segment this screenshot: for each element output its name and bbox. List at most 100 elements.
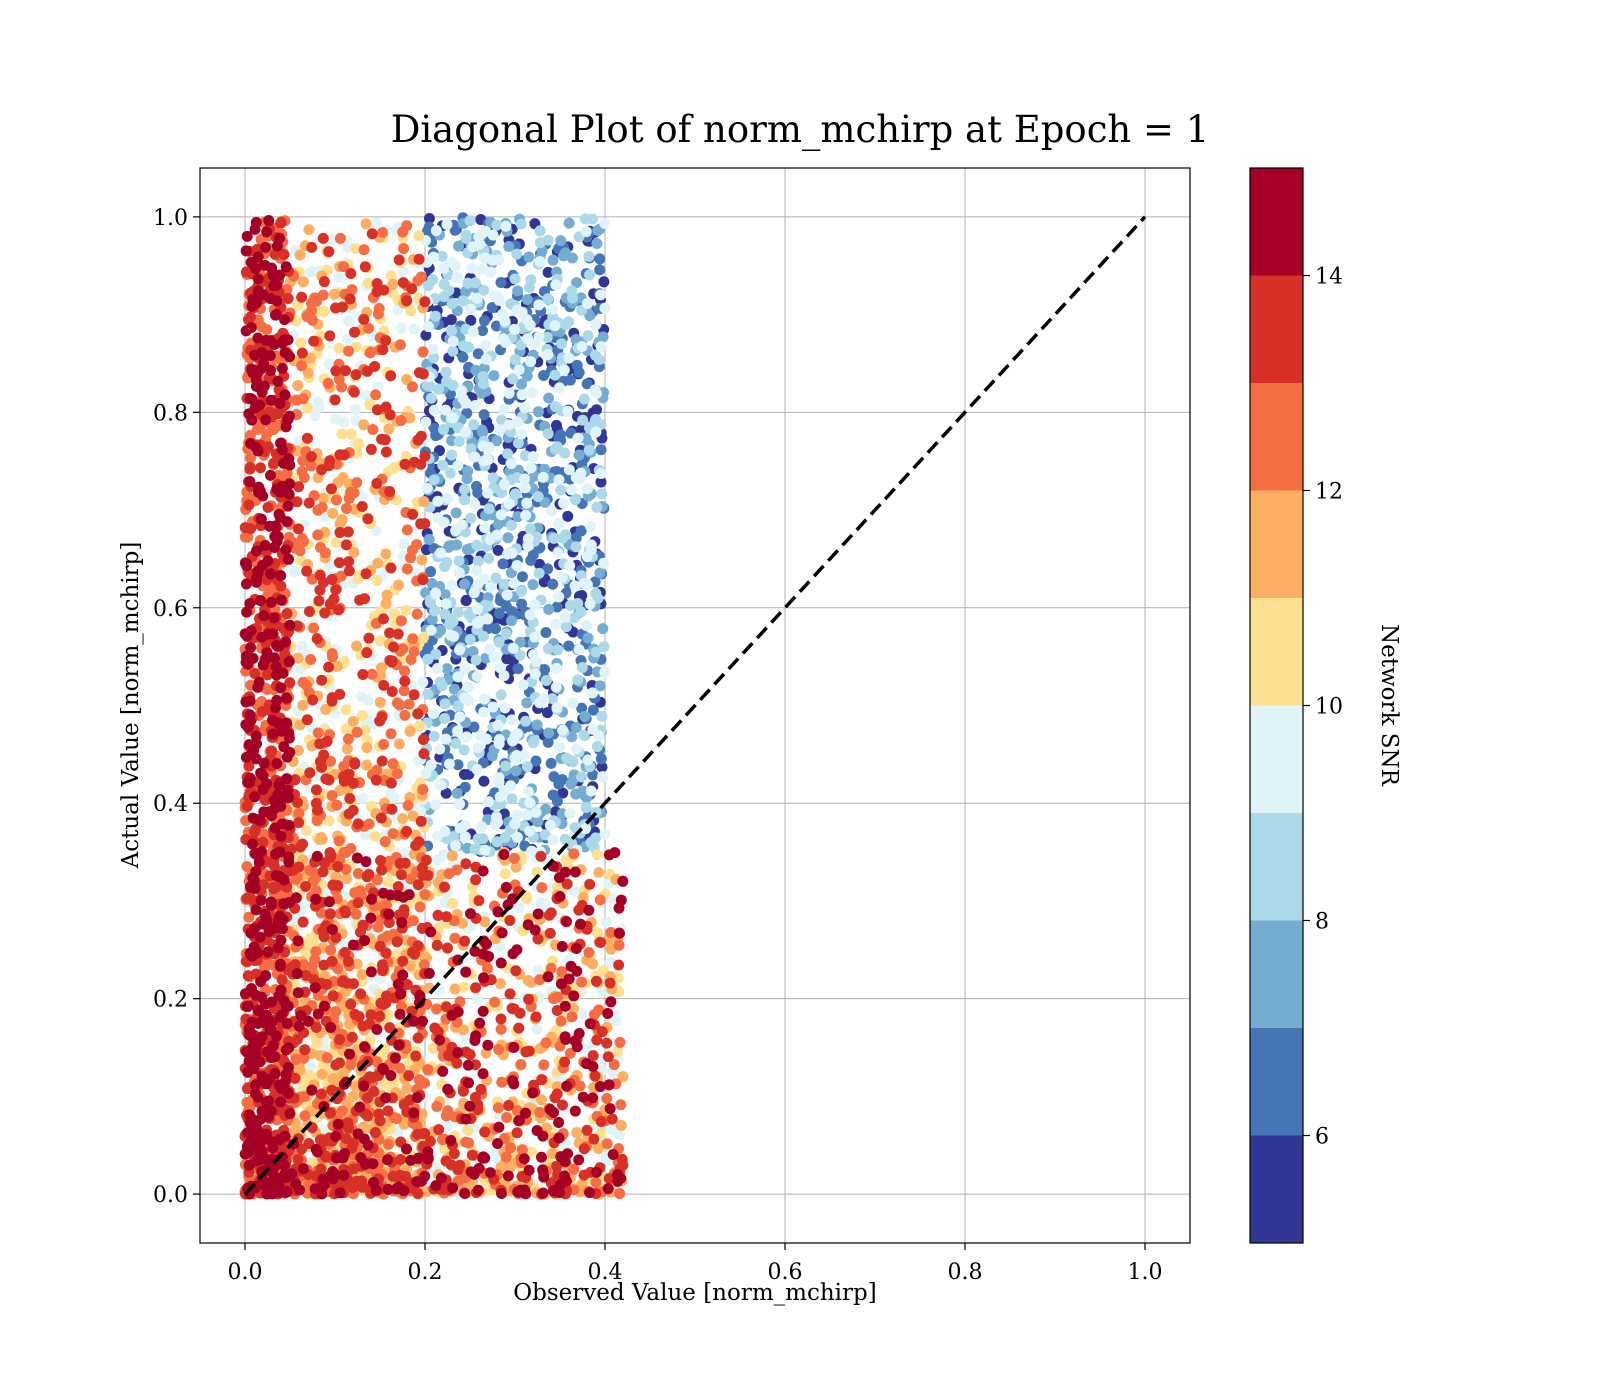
scatter-point <box>616 1153 628 1165</box>
scatter-point <box>374 940 386 952</box>
scatter-point <box>551 1088 563 1100</box>
scatter-point <box>405 873 417 885</box>
scatter-point <box>568 1163 580 1175</box>
scatter-point <box>597 771 609 783</box>
scatter-point <box>503 498 515 510</box>
scatter-point <box>530 807 542 819</box>
scatter-point <box>465 314 477 326</box>
scatter-point <box>495 276 507 288</box>
scatter-point <box>558 364 570 376</box>
scatter-point <box>406 381 418 393</box>
scatter-point <box>377 227 389 239</box>
scatter-point <box>265 568 277 580</box>
scatter-point <box>501 589 513 601</box>
scatter-point <box>296 533 308 545</box>
scatter-point <box>378 738 390 750</box>
scatter-point <box>342 526 354 538</box>
scatter-point <box>587 687 599 699</box>
scatter-point <box>536 1094 548 1106</box>
scatter-point <box>367 424 379 436</box>
scatter-point <box>284 677 296 689</box>
scatter-point <box>297 676 309 688</box>
scatter-point <box>481 963 493 975</box>
scatter-point <box>492 291 504 303</box>
scatter-point <box>387 828 399 840</box>
scatter-point <box>557 724 569 736</box>
scatter-point <box>584 878 596 890</box>
scatter-point <box>321 978 333 990</box>
scatter-point <box>406 283 418 295</box>
scatter-point <box>452 759 464 771</box>
scatter-point <box>453 567 465 579</box>
scatter-point <box>298 471 310 483</box>
scatter-point <box>447 335 459 347</box>
scatter-point <box>614 1188 626 1200</box>
scatter-point <box>483 796 495 808</box>
scatter-point <box>470 654 482 666</box>
scatter-point <box>398 904 410 916</box>
scatter-point <box>551 662 563 674</box>
scatter-point <box>362 1092 374 1104</box>
scatter-point <box>594 264 606 276</box>
scatter-point <box>465 512 477 524</box>
scatter-point <box>427 343 439 355</box>
scatter-point <box>516 1144 528 1156</box>
scatter-point <box>532 816 544 828</box>
scatter-point <box>349 887 361 899</box>
scatter-point <box>589 384 601 396</box>
scatter-point <box>477 378 489 390</box>
scatter-point <box>472 487 484 499</box>
scatter-point <box>393 579 405 591</box>
scatter-point <box>584 269 596 281</box>
scatter-point <box>306 241 318 253</box>
scatter-point <box>317 492 329 504</box>
scatter-point <box>549 369 561 381</box>
scatter-point <box>348 546 360 558</box>
scatter-point <box>442 492 454 504</box>
scatter-point <box>539 463 551 475</box>
scatter-point <box>530 1011 542 1023</box>
scatter-point <box>606 1124 618 1136</box>
scatter-point <box>345 267 357 279</box>
scatter-point <box>538 576 550 588</box>
scatter-point <box>519 482 531 494</box>
scatter-point <box>583 904 595 916</box>
scatter-point <box>343 565 355 577</box>
scatter-point <box>336 381 348 393</box>
scatter-point <box>504 988 516 1000</box>
scatter-point <box>331 660 343 672</box>
scatter-point <box>410 840 422 852</box>
scatter-point <box>576 661 588 673</box>
scatter-point <box>305 653 317 665</box>
scatter-point <box>581 378 593 390</box>
scatter-point <box>499 831 511 843</box>
scatter-point <box>480 353 492 365</box>
scatter-point <box>566 1011 578 1023</box>
scatter-point <box>439 712 451 724</box>
scatter-point <box>542 293 554 305</box>
scatter-point <box>478 972 490 984</box>
scatter-point <box>359 1041 371 1053</box>
scatter-point <box>440 366 452 378</box>
scatter-point <box>451 725 463 737</box>
scatter-point <box>450 507 462 519</box>
scatter-point <box>303 497 315 509</box>
scatter-point <box>350 908 362 920</box>
scatter-point <box>291 968 303 980</box>
scatter-point <box>494 978 506 990</box>
scatter-point <box>491 529 503 541</box>
scatter-point <box>395 1154 407 1166</box>
scatter-point <box>553 1132 565 1144</box>
scatter-point <box>476 821 488 833</box>
scatter-point <box>460 966 472 978</box>
scatter-point <box>284 619 296 631</box>
scatter-point <box>582 330 594 342</box>
scatter-point <box>305 297 317 309</box>
scatter-point <box>333 835 345 847</box>
scatter-point <box>588 1009 600 1021</box>
scatter-point <box>531 866 543 878</box>
scatter-point <box>617 1071 629 1083</box>
scatter-point <box>515 585 527 597</box>
scatter-point <box>359 261 371 273</box>
scatter-point <box>346 284 358 296</box>
